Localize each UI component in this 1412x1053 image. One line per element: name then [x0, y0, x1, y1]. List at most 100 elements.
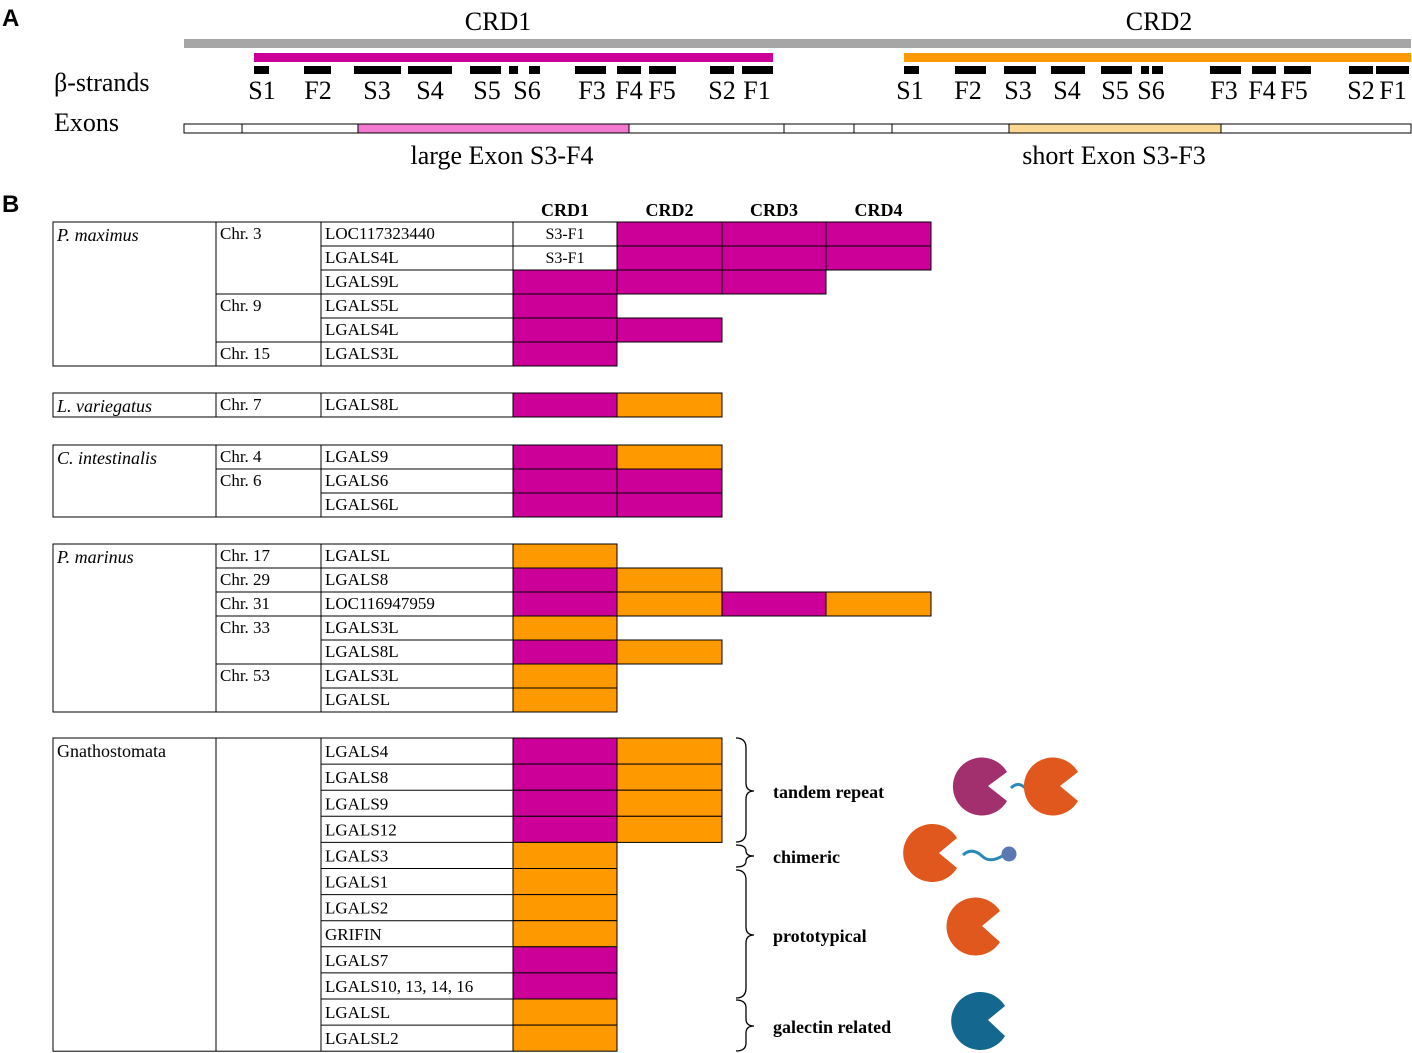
prototypical-icon [946, 897, 1000, 956]
crd-cell [825, 245, 932, 271]
gene-name: LOC117323440 [325, 224, 435, 243]
gene-name: LGALSL [325, 546, 390, 565]
strand-bar [575, 66, 606, 74]
gene-name: LGALS4L [325, 248, 399, 267]
strand-label: F5 [1280, 76, 1307, 105]
strand-label: S3 [1004, 76, 1031, 105]
crd-cell [512, 317, 618, 343]
crd-cell [512, 492, 618, 518]
gene-name: LGALS8 [325, 768, 388, 787]
strand-bar [649, 66, 676, 74]
crd-cell [512, 868, 618, 896]
category-labels: tandem repeat chimeric prototypical gale… [773, 782, 891, 1037]
strand-bar [710, 66, 734, 74]
strand-bar [304, 66, 331, 74]
crd-cell [616, 567, 723, 593]
strand-label: S4 [416, 76, 443, 105]
crd-cell [721, 221, 827, 247]
crd1-bar [254, 53, 773, 62]
panel-b-letter: B [2, 191, 19, 218]
gene-name: LGALSL2 [325, 1029, 399, 1048]
category-tandem-repeat: tandem repeat [773, 782, 884, 802]
galectin-related-icon [951, 991, 1005, 1050]
strand-label: F5 [648, 76, 675, 105]
crd-cell [512, 737, 618, 765]
chromosome-label: Chr. 53 [220, 666, 270, 685]
strand-bar [1004, 66, 1036, 74]
gene-name: GRIFIN [325, 925, 382, 944]
species-group: P. marinus Chr. 17 Chr. 29 Chr. 31 Chr. 33 Ch… [52, 543, 932, 713]
tandem-repeat-icon [952, 757, 1078, 816]
short-exon-box [1008, 123, 1222, 134]
category-galectin-related: galectin related [773, 1017, 891, 1037]
crd-header: CRD1 [541, 200, 589, 220]
crd-cell [616, 269, 723, 295]
species-group: P. maximus Chr. 3 Chr. 9 Chr. 15 LOC11732344… [52, 221, 932, 367]
crd-header: CRD3 [750, 200, 798, 220]
crd-cell [721, 269, 827, 295]
large-exon-box [357, 123, 630, 134]
chimeric-icon [903, 823, 1017, 882]
chromosome-label: Chr. 7 [220, 395, 262, 414]
gene-name: LGALS8 [325, 570, 388, 589]
strand-bar [1101, 66, 1132, 74]
strand-label: S4 [1053, 76, 1080, 105]
crd-cell [512, 789, 618, 817]
strand-label: F4 [615, 76, 642, 105]
beta-strand-bars [254, 66, 1409, 74]
crd-cell [616, 763, 723, 791]
crd-header: CRD4 [855, 200, 903, 220]
crd-cell [616, 591, 723, 617]
strand-label: S3 [363, 76, 390, 105]
gene-name: LGALS2 [325, 899, 388, 918]
strand-bar [1141, 66, 1149, 74]
strand-bar [1284, 66, 1311, 74]
chromosome-label: Chr. 6 [220, 471, 262, 490]
full-protein-bar [184, 39, 1411, 48]
crd-cell [512, 444, 618, 470]
strand-label: S5 [473, 76, 500, 105]
beta-strands-label: β-strands [54, 68, 150, 97]
gene-name: LGALS8L [325, 642, 399, 661]
gene-name: LGALS12 [325, 820, 397, 839]
strand-label: S6 [1137, 76, 1164, 105]
brace-chimeric [735, 844, 755, 868]
strand-label: S2 [708, 76, 735, 105]
short-exon-label: short Exon S3-F3 [1022, 141, 1205, 170]
crd-cell [512, 341, 618, 367]
crd2-bar [904, 53, 1411, 62]
strand-bar [509, 66, 518, 74]
strand-label: S1 [896, 76, 923, 105]
exon-box [783, 123, 855, 134]
species-group: L. variegatus Chr. 7 LGALS8L [52, 392, 723, 418]
crd-cell [512, 946, 618, 974]
gene-name: LGALS8L [325, 395, 399, 414]
chromosome-label: Chr. 15 [220, 344, 270, 363]
brace-tandem-repeat [735, 737, 755, 843]
brace-prototypical [735, 869, 755, 999]
gene-name: LGALS4L [325, 320, 399, 339]
gene-name: LGALS3L [325, 666, 399, 685]
crd-cell [512, 591, 618, 617]
species-name: C. intestinalis [57, 448, 157, 468]
strand-bar [1210, 66, 1241, 74]
strand-bar [408, 66, 452, 74]
strand-bar [354, 66, 401, 74]
strand-bar [1152, 66, 1163, 74]
crd-cell [825, 591, 932, 617]
crd-cell [512, 1024, 618, 1052]
crd-cell [512, 543, 618, 569]
crd-cell [512, 998, 618, 1026]
crd-cell [616, 392, 723, 418]
gene-name: LGALS3L [325, 618, 399, 637]
crd-cell [512, 293, 618, 319]
exon-box [628, 123, 785, 134]
strand-label: F2 [304, 76, 331, 105]
chromosome-label: Chr. 31 [220, 594, 270, 613]
crd-cell [512, 687, 618, 713]
gene-name: LGALS5L [325, 296, 399, 315]
strand-bar [955, 66, 986, 74]
strand-label: F3 [1210, 76, 1237, 105]
panel-a: A CRD1 CRD2 β-strands Exons S1 F2 S3 S4 S5 S6… [2, 5, 1412, 170]
strand-bar [1051, 66, 1085, 74]
